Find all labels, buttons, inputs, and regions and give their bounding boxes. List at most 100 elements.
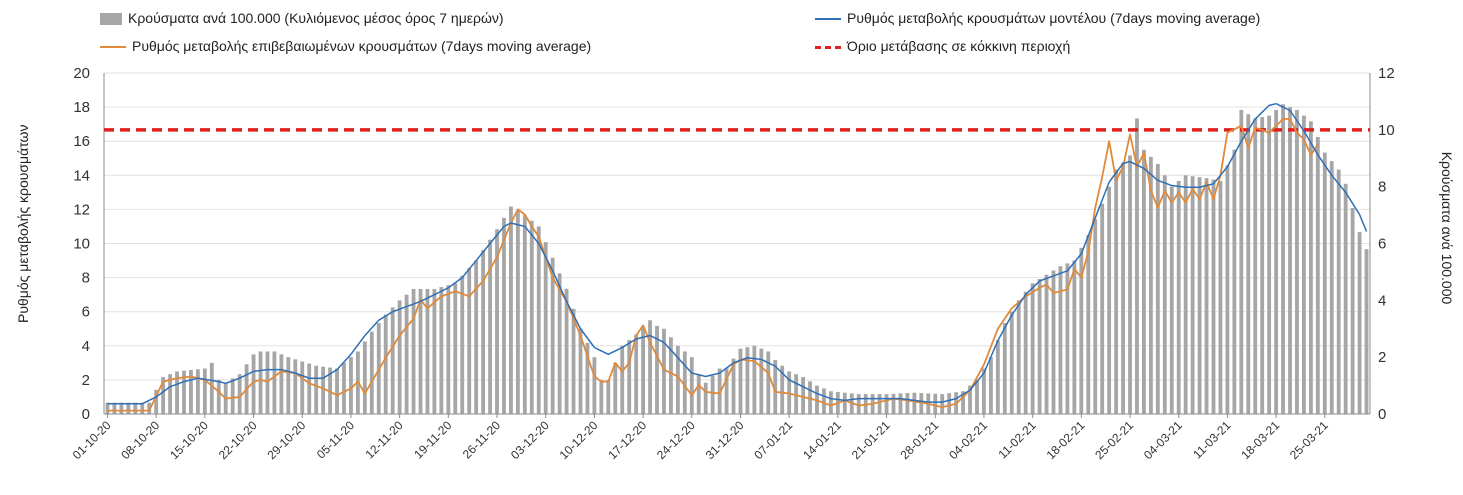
bar [112,402,117,414]
bar [1009,311,1014,414]
legend-orange: Ρυθμός μεταβολής επιβεβαιωμένων κρουσμάτ… [100,38,591,54]
bar [362,341,367,414]
bar [696,374,701,414]
bar [1260,117,1265,414]
bar [209,362,214,414]
bar [1343,183,1348,414]
bar [418,288,423,414]
legend-bars-swatch [100,13,122,26]
bar [1086,234,1091,414]
legend-blue-swatch [815,18,841,21]
x-tick-label: 28-01-21 [897,418,941,462]
y-right-tick-label: 12 [1378,65,1395,82]
bar [856,394,861,414]
bar [168,374,172,414]
bar [529,220,534,414]
y-left-tick-label: 12 [73,201,90,218]
bar [891,393,896,414]
bar [126,402,131,414]
legend-orange-label: Ρυθμός μεταβολής επιβεβαιωμένων κρουσμάτ… [132,38,592,54]
orange-series-line [107,118,1319,412]
bar [599,379,604,414]
bar [495,229,499,414]
y-right-tick-label: 6 [1378,236,1386,253]
x-tick-label: 15-10-20 [167,418,211,462]
bar [432,288,437,414]
bar [982,368,986,414]
bar [1225,165,1230,414]
legend-blue: Ρυθμός μεταβολής κρουσμάτων μοντέλου (7d… [815,10,1260,26]
x-tick-label: 11-03-21 [1190,418,1233,461]
bar [509,206,513,414]
bar [1107,186,1112,414]
bar [1142,149,1146,414]
y-left-tick-label: 6 [82,304,90,321]
bar [1211,179,1216,414]
bar [1093,219,1098,414]
y-right-tick-label: 0 [1378,406,1386,423]
bar [195,369,200,414]
bar [634,334,639,414]
bar [1329,161,1334,414]
bar [1016,300,1021,414]
bar [703,382,708,414]
x-tick-label: 17-12-20 [605,418,649,462]
bar [585,342,590,414]
x-tick-label: 07-01-21 [751,418,795,462]
x-tick-label: 21-01-21 [849,418,893,462]
x-tick-label: 05-11-20 [314,418,357,461]
bar [842,392,847,414]
bar [1281,104,1285,414]
bar [933,393,938,414]
bar [1239,109,1244,415]
bar [1232,149,1237,414]
bar [119,402,124,414]
bar [488,239,492,414]
y-left-tick-label: 0 [82,406,90,423]
bar [1079,247,1084,414]
legend-red-label: Όριο μετάβασης σε κόκκινη περιοχή [847,38,1071,54]
bar [1302,115,1306,414]
bar [961,391,965,414]
bar [682,351,687,414]
legend-red: Όριο μετάβασης σε κόκκινη περιοχή [815,38,1070,54]
x-tick-label: 08-10-20 [118,418,162,462]
x-tick-label: 11-02-21 [996,418,1039,461]
bar [1246,114,1251,415]
legend-orange-swatch [100,46,126,49]
bar [383,314,388,414]
bar [467,268,472,414]
bar [627,340,632,414]
y-axis-right-title: Κρούσματα ανά 100.000 [1439,151,1455,305]
bar [1100,203,1105,414]
bar [1364,249,1369,414]
bar [390,307,395,414]
bar [1169,186,1174,414]
bar [620,345,625,414]
y-left-tick-label: 18 [73,99,90,116]
bar [314,365,319,414]
bar [766,351,771,414]
bar [738,348,743,414]
bar [606,379,611,414]
x-tick-label: 25-02-21 [1092,418,1136,462]
bars-series [105,104,1369,415]
bar [828,391,833,414]
bar [189,369,193,414]
y-right-tick-label: 8 [1378,179,1386,196]
bar [1072,260,1077,414]
bar [1176,180,1181,414]
bar [328,367,332,414]
bar [988,357,993,414]
bar [1148,156,1153,414]
bar [175,371,179,414]
bar [307,363,312,414]
bar [710,375,715,414]
bar [425,288,430,414]
bar [1044,274,1049,414]
legend-bars-label: Κρούσματα ανά 100.000 (Κυλιόμενος μέσος … [128,10,504,26]
bar [1267,115,1272,414]
bar [1121,162,1125,414]
bar [669,337,673,414]
bar [884,394,889,414]
